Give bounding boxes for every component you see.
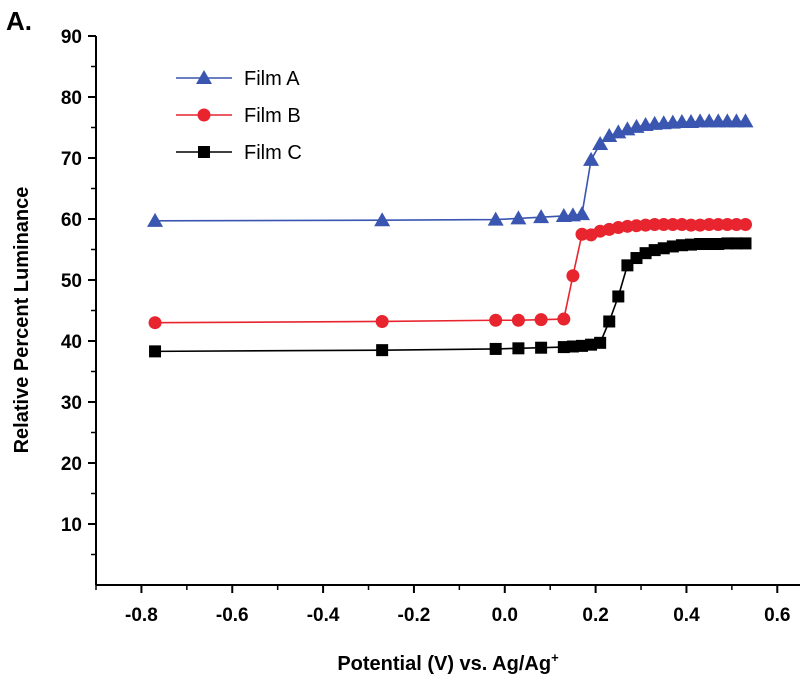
data-point [535,341,548,354]
data-point [737,113,754,128]
y-tick-label: 20 [61,454,82,475]
data-point [675,239,688,252]
data-point [533,209,550,224]
data-point [603,315,616,328]
legend-item: Film A [176,68,300,90]
data-point [566,269,580,283]
series-film-a [147,113,754,227]
y-tick-label: 40 [61,332,82,353]
data-point [489,342,502,355]
data-point [592,135,609,150]
y-tick-label: 10 [61,515,82,536]
data-point [657,242,670,255]
series-layer [147,113,754,358]
x-tick-label: 0.2 [582,605,608,626]
legend-marker [197,108,211,122]
data-point [648,244,661,257]
data-point [534,313,548,327]
data-point [557,341,570,354]
data-point [657,217,671,231]
x-tick-label: 0.6 [764,605,790,626]
data-point [684,238,697,251]
axes: -0.8 -0.6 -0.4 -0.2 0.0 0.2 0.4 0.6 10 20 30 40 50 60… [61,27,800,626]
data-point [489,313,503,327]
data-point [557,312,571,326]
data-point [703,238,716,251]
data-point [738,217,752,231]
y-tick-label: 90 [61,27,82,48]
data-point [702,217,716,231]
data-point [487,211,504,226]
data-point [147,212,164,227]
data-point [510,210,527,225]
x-axis-superscript: + [551,650,559,665]
data-point [575,339,588,352]
legend-marker [196,70,212,84]
legend-marker [198,146,210,158]
series-line [155,242,746,353]
x-tick-label: 0.0 [492,605,518,626]
y-axis-title: Relative Percent Luminance [11,187,33,454]
y-tick-label: 50 [61,271,82,292]
x-tick-label: -0.4 [307,605,340,626]
data-point [566,340,579,353]
x-tick-label: -0.6 [216,605,249,626]
data-point [583,151,600,166]
data-point [621,259,634,272]
data-point [512,342,525,355]
x-tick-label: 0.4 [673,605,700,626]
data-point [585,338,598,351]
data-point [630,252,643,265]
x-tick-label: -0.2 [398,605,431,626]
data-point [648,217,662,231]
series-line [155,223,746,324]
series-film-c [149,237,752,358]
data-point [149,345,162,358]
series-film-b [148,217,752,330]
data-point [729,217,743,231]
x-tick-label: -0.8 [125,605,158,626]
x-axis-label: Potential (V) vs. Ag/Ag [337,653,551,675]
series-line [155,120,746,222]
y-tick-label: 60 [61,210,82,231]
data-point [374,212,391,227]
data-point [666,240,679,253]
data-point [666,217,680,231]
data-point [601,128,618,143]
data-point [720,217,734,231]
data-point [639,247,652,260]
data-point [594,336,607,349]
data-point [739,237,752,250]
data-point [711,217,725,231]
legend-label: Film B [244,105,301,127]
data-point [694,238,707,251]
data-point [712,238,725,251]
x-axis-title: Potential (V) vs. Ag/Ag+ [337,650,559,675]
data-point [375,314,389,328]
data-point [376,344,389,357]
data-point [721,237,734,250]
y-tick-label: 70 [61,149,82,170]
legend-label: Film A [244,68,300,90]
data-point [573,206,590,221]
legend-item: Film C [176,142,302,164]
data-point [148,316,162,330]
legend-label: Film C [244,142,302,164]
y-tick-label: 30 [61,393,82,414]
y-tick-label: 80 [61,88,82,109]
data-point [612,290,625,303]
data-point [684,218,698,232]
data-point [730,237,743,250]
legend-item: Film B [176,105,301,127]
legend: Film A Film B Film C [176,68,302,164]
panel-label: A. [6,6,32,36]
data-point [511,313,525,327]
